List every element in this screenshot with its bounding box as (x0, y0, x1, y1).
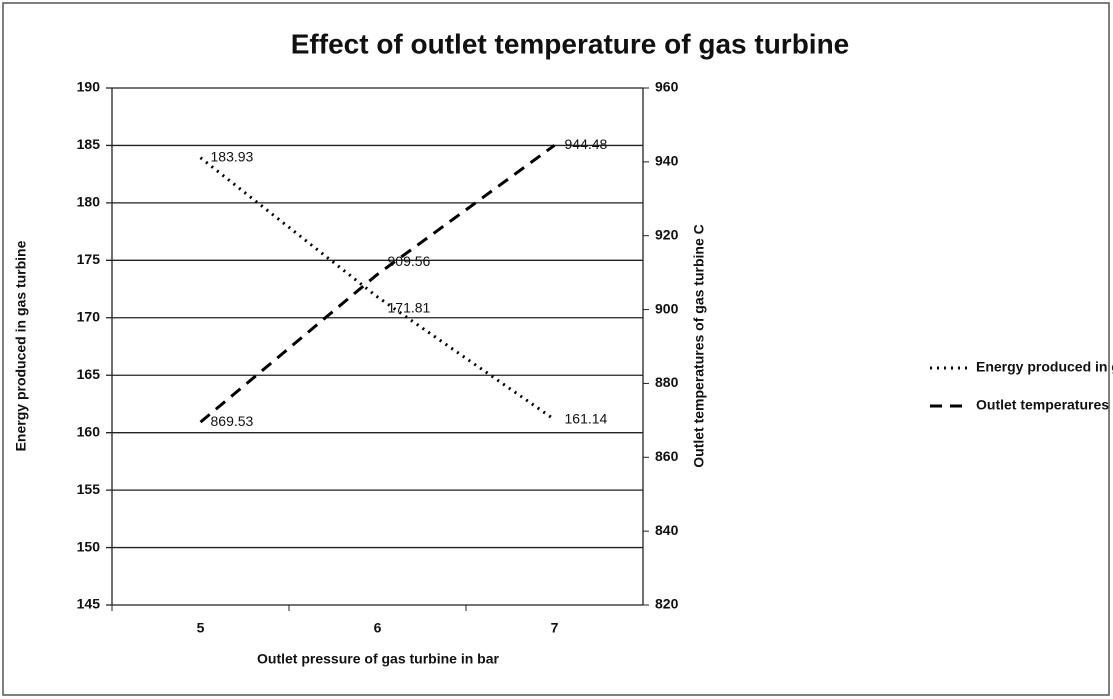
y-tick-label: 160 (77, 423, 101, 439)
y2-tick-label: 920 (655, 226, 679, 242)
line-series (199, 156, 556, 421)
data-label: 161.14 (565, 410, 608, 426)
x-tick-label: 7 (551, 620, 559, 636)
data-label: 909.56 (388, 253, 431, 269)
y-tick-label: 165 (77, 366, 101, 382)
y2-tick-label: 960 (655, 79, 679, 95)
y-tick-label: 190 (77, 79, 101, 95)
y-tick-label: 155 (77, 481, 101, 497)
chart-title: Effect of outlet temperature of gas turb… (291, 28, 850, 59)
data-label: 869.53 (211, 413, 254, 429)
x-axis-label: Outlet pressure of gas turbine in bar (257, 651, 499, 667)
y2-tick-label: 820 (655, 596, 679, 612)
x-tick-label: 6 (374, 620, 382, 636)
y-tick-label: 145 (77, 596, 101, 612)
data-label: 183.93 (211, 148, 254, 164)
y-tick-label: 150 (77, 538, 101, 554)
y-tick-label: 180 (77, 194, 101, 210)
y2-tick-label: 940 (655, 153, 679, 169)
line-series (199, 144, 556, 424)
y-tick-label: 185 (77, 136, 101, 152)
y2-tick-label: 840 (655, 522, 679, 538)
data-label: 171.81 (388, 300, 431, 316)
legend-label: Energy produced in gas turbine (976, 359, 1113, 375)
y2-tick-label: 880 (655, 374, 679, 390)
data-label: 944.48 (565, 136, 608, 152)
y2-tick-label: 860 (655, 448, 679, 464)
x-tick-label: 5 (197, 620, 205, 636)
legend-label: Outlet temperatures of gas turbine (976, 397, 1113, 413)
y-tick-label: 170 (77, 308, 101, 324)
y-axis-label: Energy produced in gas turbine (13, 240, 29, 451)
y2-tick-label: 900 (655, 300, 679, 316)
y2-axis-label: Outlet temperatures of gas turbine C (691, 224, 707, 467)
y-tick-label: 175 (77, 251, 101, 267)
